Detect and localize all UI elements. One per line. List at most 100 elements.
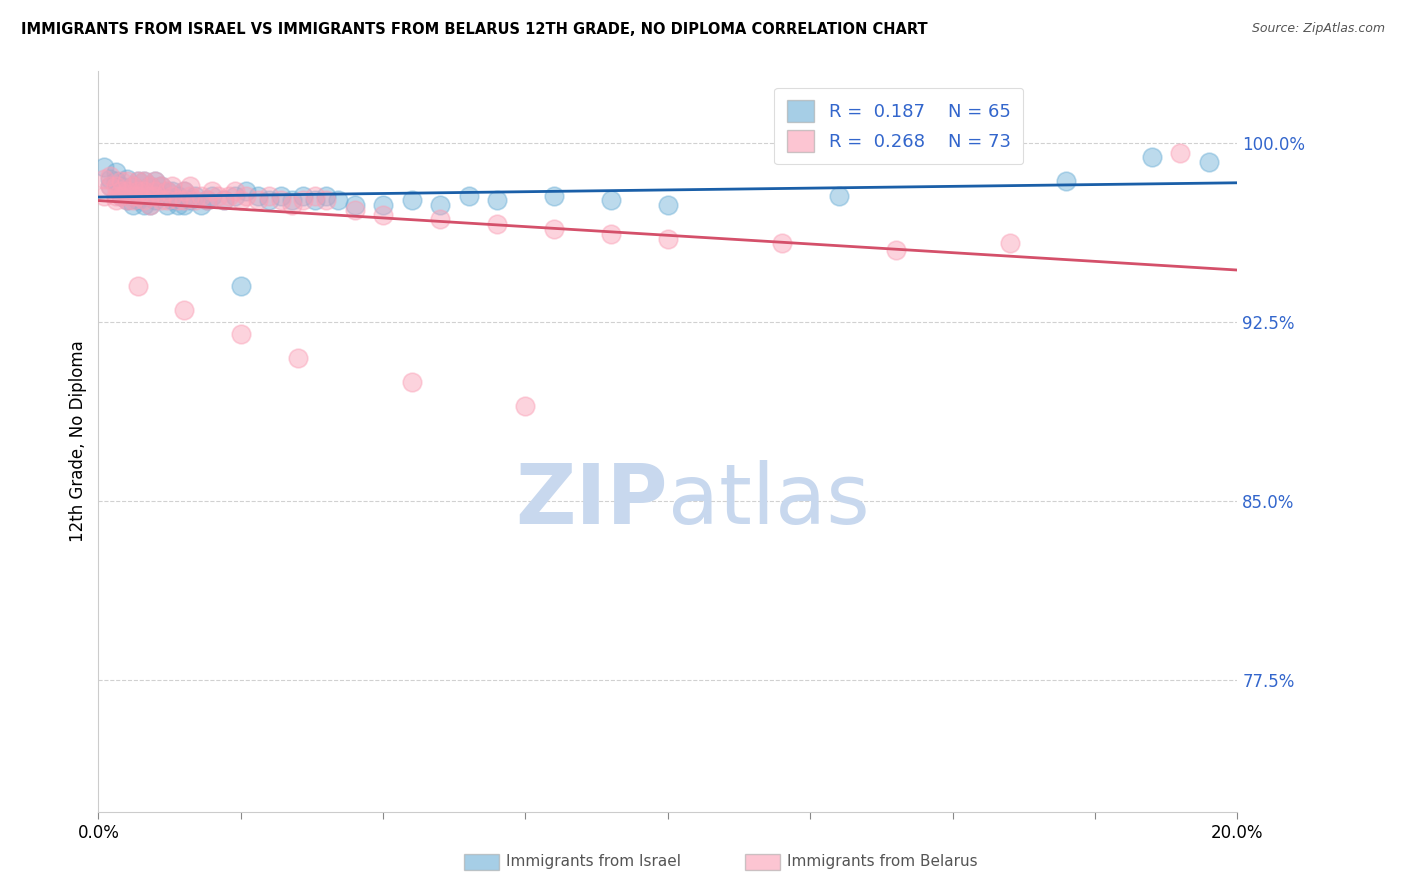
Point	[138, 179, 160, 194]
Point	[121, 198, 143, 212]
Text: Immigrants from Israel: Immigrants from Israel	[506, 855, 681, 869]
Point	[162, 184, 184, 198]
Point	[110, 179, 132, 194]
Point	[150, 188, 173, 202]
Point	[543, 188, 565, 202]
Point	[132, 188, 155, 202]
Point	[104, 179, 127, 194]
Point	[195, 194, 218, 208]
Point	[401, 375, 423, 389]
Point	[132, 194, 155, 208]
Point	[162, 188, 184, 202]
Point	[179, 194, 201, 208]
Point	[515, 399, 537, 413]
Point	[156, 194, 179, 208]
Point	[121, 188, 143, 202]
Point	[127, 174, 149, 188]
Point	[543, 222, 565, 236]
Point	[132, 184, 155, 198]
Point	[150, 194, 173, 208]
Point	[162, 194, 184, 208]
Point	[457, 188, 479, 202]
Point	[98, 179, 121, 194]
Point	[156, 184, 179, 198]
Point	[127, 174, 149, 188]
Point	[600, 227, 623, 241]
Text: Source: ZipAtlas.com: Source: ZipAtlas.com	[1251, 22, 1385, 36]
Point	[132, 198, 155, 212]
Point	[259, 194, 281, 208]
Point	[884, 244, 907, 258]
Point	[145, 184, 167, 198]
Point	[292, 188, 315, 202]
Text: Immigrants from Belarus: Immigrants from Belarus	[787, 855, 979, 869]
Point	[98, 179, 121, 194]
Point	[98, 169, 121, 184]
Point	[127, 194, 149, 208]
Legend: R =  0.187    N = 65, R =  0.268    N = 73: R = 0.187 N = 65, R = 0.268 N = 73	[775, 87, 1024, 164]
Point	[657, 231, 679, 245]
Point	[304, 194, 326, 208]
Point	[486, 217, 509, 231]
Point	[127, 279, 149, 293]
Point	[315, 194, 337, 208]
Point	[229, 327, 252, 342]
Point	[173, 184, 195, 198]
Point	[145, 188, 167, 202]
Point	[156, 198, 179, 212]
Point	[162, 179, 184, 194]
Point	[429, 198, 451, 212]
Point	[195, 194, 218, 208]
Point	[184, 194, 207, 208]
Point	[429, 212, 451, 227]
Point	[201, 188, 224, 202]
Point	[179, 179, 201, 194]
Point	[235, 184, 257, 198]
Point	[145, 194, 167, 208]
Point	[1198, 155, 1220, 169]
Point	[201, 184, 224, 198]
Point	[657, 198, 679, 212]
Point	[115, 194, 138, 208]
Point	[167, 194, 190, 208]
Point	[401, 194, 423, 208]
Point	[270, 188, 292, 202]
Point	[184, 188, 207, 202]
Point	[93, 188, 115, 202]
Point	[207, 188, 229, 202]
Point	[770, 236, 793, 251]
Point	[98, 171, 121, 186]
Point	[179, 188, 201, 202]
Point	[121, 194, 143, 208]
Point	[138, 198, 160, 212]
Point	[287, 351, 309, 365]
Point	[145, 184, 167, 198]
Text: IMMIGRANTS FROM ISRAEL VS IMMIGRANTS FROM BELARUS 12TH GRADE, NO DIPLOMA CORRELA: IMMIGRANTS FROM ISRAEL VS IMMIGRANTS FRO…	[21, 22, 928, 37]
Point	[486, 194, 509, 208]
Point	[326, 194, 349, 208]
Point	[150, 179, 173, 194]
Point	[104, 194, 127, 208]
Point	[246, 194, 269, 208]
Point	[229, 279, 252, 293]
Point	[281, 198, 304, 212]
Point	[173, 184, 195, 198]
Point	[104, 188, 127, 202]
Point	[1140, 150, 1163, 164]
Point	[246, 188, 269, 202]
Point	[235, 188, 257, 202]
Point	[373, 198, 395, 212]
Point	[304, 188, 326, 202]
Point	[132, 174, 155, 188]
Point	[115, 171, 138, 186]
Point	[167, 198, 190, 212]
Point	[292, 194, 315, 208]
Point	[145, 174, 167, 188]
Point	[218, 188, 240, 202]
Point	[315, 188, 337, 202]
Point	[229, 194, 252, 208]
Text: atlas: atlas	[668, 460, 869, 541]
Point	[138, 188, 160, 202]
Point	[259, 188, 281, 202]
Point	[110, 184, 132, 198]
